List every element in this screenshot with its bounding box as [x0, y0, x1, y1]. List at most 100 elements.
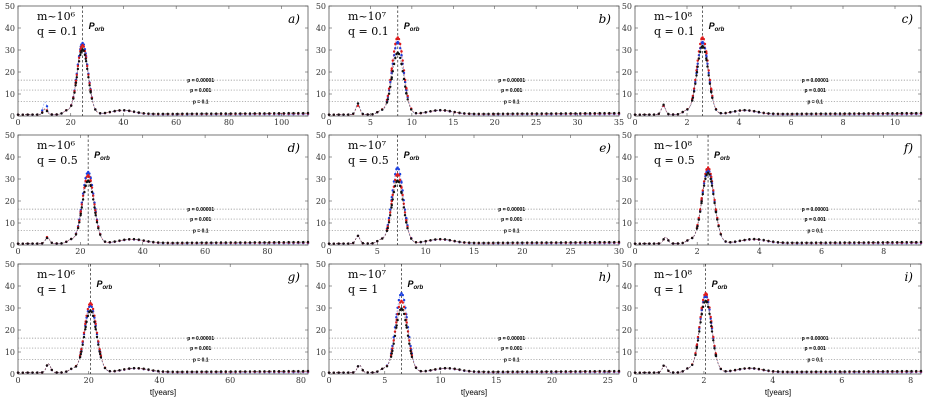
series-line	[635, 169, 921, 244]
data-point	[671, 242, 675, 245]
panel-d: 0 10 20 30 40 50 0 20 40 60 80 p = 0.00001 p = 0.001…	[5, 131, 310, 256]
data-point	[108, 241, 112, 244]
data-point	[791, 370, 794, 373]
data-point	[915, 111, 918, 115]
x-tick-label: 60	[171, 118, 181, 127]
data-point	[857, 241, 861, 244]
data-point	[829, 370, 832, 373]
series-0	[633, 168, 923, 245]
data-point	[593, 241, 596, 244]
data-point	[337, 371, 340, 374]
data-point	[391, 59, 394, 62]
data-point	[876, 370, 880, 373]
data-point	[843, 370, 846, 373]
data-point	[400, 62, 403, 66]
data-point	[429, 110, 432, 113]
data-point	[84, 325, 87, 329]
data-point	[400, 292, 403, 295]
data-point	[60, 242, 63, 245]
data-point	[79, 214, 82, 217]
data-point	[540, 112, 543, 115]
data-point	[108, 369, 112, 373]
data-point	[439, 237, 442, 241]
porb-label: Porb	[712, 279, 728, 291]
panel-letter: b)	[599, 12, 612, 26]
data-point	[691, 236, 694, 240]
data-point	[588, 112, 592, 115]
series-line	[635, 295, 921, 373]
data-point	[161, 370, 165, 373]
data-point	[696, 225, 699, 228]
data-point	[397, 37, 401, 41]
data-point	[757, 238, 761, 241]
data-point	[99, 356, 103, 359]
data-point	[171, 241, 174, 244]
significance-label: p = 0.00001	[802, 207, 829, 213]
data-point	[709, 90, 713, 93]
data-point	[90, 303, 94, 306]
y-tick-label: 40	[316, 24, 326, 33]
data-point	[390, 67, 393, 70]
data-point	[584, 370, 587, 373]
data-point	[157, 241, 160, 244]
data-point	[342, 113, 345, 116]
y-tick-label: 10	[316, 348, 326, 357]
data-point	[696, 59, 699, 62]
data-point	[200, 112, 203, 115]
data-point	[410, 352, 413, 355]
porb-subscript: orb	[410, 27, 420, 33]
data-point	[694, 353, 697, 357]
data-point	[691, 96, 695, 100]
data-point	[708, 82, 712, 86]
data-point	[867, 370, 870, 373]
data-point	[535, 112, 538, 115]
data-point	[273, 370, 276, 373]
data-point	[401, 198, 404, 201]
data-point	[472, 370, 476, 373]
data-point	[181, 241, 184, 244]
data-point	[86, 307, 90, 311]
y-tick-label: 50	[622, 2, 632, 11]
data-point	[224, 112, 227, 115]
y-tick-label: 0	[321, 112, 326, 121]
data-point	[392, 342, 395, 345]
data-point	[306, 240, 310, 244]
x-tick-label: 8	[908, 376, 913, 385]
data-point	[638, 113, 641, 116]
data-point	[157, 369, 160, 373]
x-tick-label: 10	[890, 118, 900, 127]
x-tick-label: 5	[382, 376, 387, 385]
x-tick-label: 20	[66, 118, 76, 127]
x-tick-label: 2	[701, 376, 706, 385]
data-point	[686, 367, 689, 370]
data-point	[905, 240, 908, 244]
data-point	[814, 370, 818, 373]
series-2	[16, 309, 310, 374]
data-point	[776, 112, 780, 116]
data-point	[371, 242, 374, 245]
y-tick-label: 10	[316, 90, 326, 99]
data-point	[824, 370, 827, 373]
y-tick-label: 50	[5, 2, 15, 11]
data-point	[667, 112, 670, 116]
data-point	[297, 369, 300, 373]
data-point	[711, 94, 714, 98]
series-line	[635, 41, 921, 115]
data-point	[396, 36, 399, 39]
data-point	[671, 371, 675, 374]
data-point	[497, 370, 500, 373]
series-line	[329, 52, 619, 115]
data-point	[200, 241, 203, 244]
data-point	[603, 240, 606, 244]
data-point	[643, 113, 646, 116]
x-tick-label: 5	[375, 247, 380, 256]
data-point	[205, 370, 208, 373]
data-point	[857, 370, 861, 373]
data-point	[713, 201, 716, 205]
series-2	[327, 179, 621, 245]
y-tick-label: 40	[5, 24, 15, 33]
ratio-annotation: q = 0.1	[654, 25, 695, 38]
data-point	[381, 367, 384, 370]
mass-annotation: m~10⁷	[348, 139, 387, 152]
series-2	[327, 307, 621, 374]
